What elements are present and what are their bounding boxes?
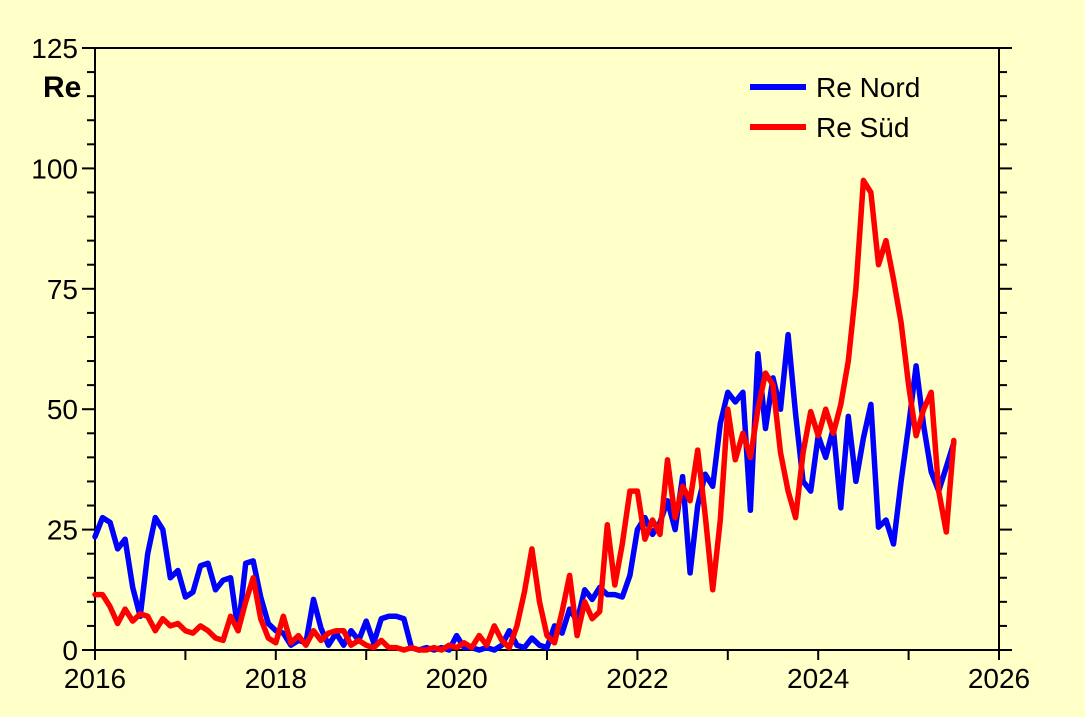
x-tick-label: 2022 bbox=[606, 663, 668, 694]
x-tick-label: 2016 bbox=[64, 663, 126, 694]
x-axis: 2016 2018 2020 2022 2024 2026 bbox=[64, 650, 1030, 694]
y-tick-label: 50 bbox=[47, 394, 78, 425]
x-tick-label: 2024 bbox=[787, 663, 849, 694]
series-line-re-sued bbox=[92, 177, 957, 653]
legend-label-re-sued: Re Süd bbox=[816, 112, 909, 143]
y-tick-label: 25 bbox=[47, 515, 78, 546]
y-axis-title: Re bbox=[43, 71, 81, 104]
x-tick-label: 2018 bbox=[245, 663, 307, 694]
x-tick-label: 2020 bbox=[425, 663, 487, 694]
y-tick-label: 100 bbox=[31, 153, 78, 184]
y-tick-label: 75 bbox=[47, 274, 78, 305]
legend: Re Nord Re Süd bbox=[750, 72, 920, 143]
y-tick-label: 0 bbox=[62, 635, 78, 666]
y-axis: 0 25 50 75 100 125 bbox=[31, 33, 1012, 666]
legend-label-re-nord: Re Nord bbox=[816, 72, 920, 103]
x-tick-label: 2026 bbox=[968, 663, 1030, 694]
y-tick-label: 125 bbox=[31, 33, 78, 64]
